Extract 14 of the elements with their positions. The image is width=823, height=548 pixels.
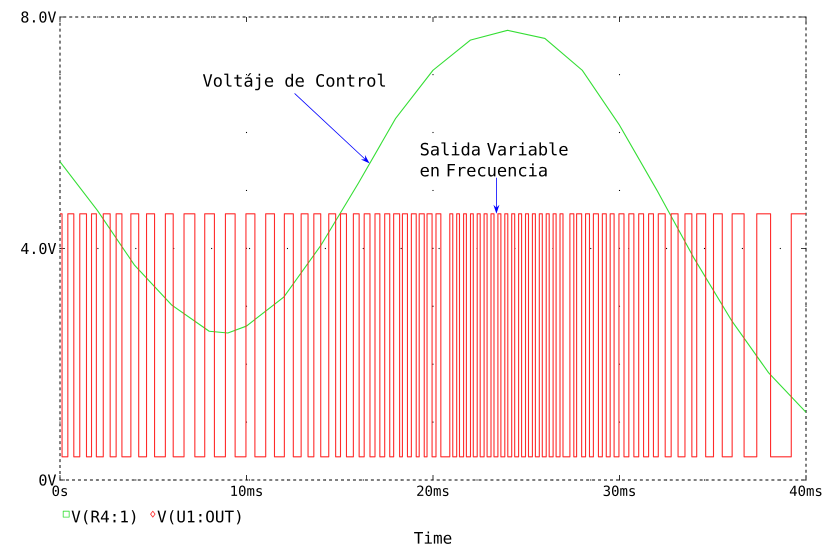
y-tick-label: 0V [39,474,56,486]
x-tick-label: 0s [52,486,68,496]
x-tick-label: 40ms [790,486,822,496]
y-tick-label: 4.0V [21,242,56,254]
legend-label: V(U1:OUT) [158,510,240,524]
annotation: Salida Variable en Frecuencia [420,142,568,177]
line-series [60,30,806,413]
y-tick-label: 8.0V [21,11,56,23]
x-tick-label: 20ms [417,486,448,496]
annotation: Voltáje de Control [202,73,386,90]
x-tick-label: 30ms [604,486,635,496]
legend-label: V(R4:1) [72,510,136,524]
x-axis-title: Time [414,532,452,544]
x-tick-label: 10ms [231,486,262,496]
